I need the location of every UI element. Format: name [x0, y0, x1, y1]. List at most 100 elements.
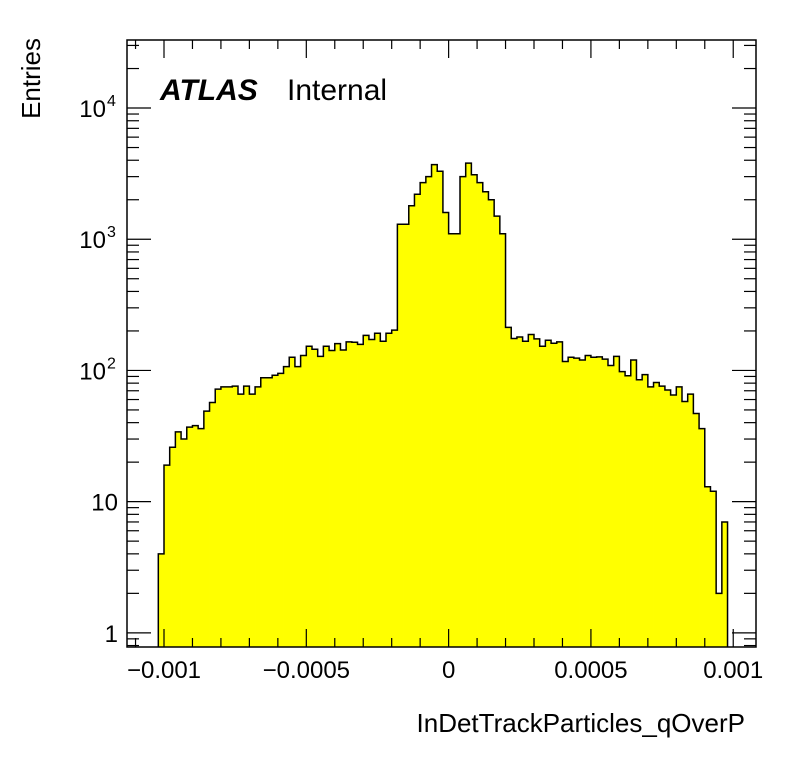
histogram-bar: [528, 334, 535, 647]
y-tick-label: 10: [79, 96, 106, 123]
atlas-label: ATLAS: [159, 74, 258, 107]
histogram-bar: [448, 233, 455, 648]
histogram-bar: [391, 330, 398, 647]
histogram-bar: [215, 389, 222, 647]
y-axis-ticks: [127, 44, 756, 647]
histogram-bar: [408, 205, 415, 648]
histogram-bar: [545, 340, 552, 647]
histogram-bar: [181, 439, 188, 647]
histogram-bar: [454, 233, 461, 648]
histogram-bar: [175, 431, 182, 647]
histogram-bar: [613, 356, 620, 647]
histogram-bar: [534, 338, 541, 647]
histogram-bar: [704, 486, 711, 647]
internal-label: Internal: [287, 74, 387, 107]
histogram-bar: [568, 357, 575, 647]
histogram-outline: [157, 162, 729, 647]
histogram-bar: [386, 333, 393, 647]
histogram-bar: [249, 394, 256, 647]
histogram-bar: [653, 382, 660, 647]
histogram-bar: [465, 163, 472, 647]
histogram-bar: [710, 491, 717, 647]
histogram-bar: [397, 224, 404, 647]
histogram-bar: [368, 339, 376, 647]
histogram-bar: [579, 360, 586, 647]
histogram-bar: [659, 386, 666, 647]
histogram-bar: [516, 336, 524, 647]
histogram-bar: [488, 199, 495, 648]
histogram-bar: [300, 355, 307, 647]
histogram-bar: [374, 333, 381, 647]
histogram-bar: [186, 427, 193, 647]
histogram-bar: [243, 386, 250, 647]
histogram-bar: [687, 394, 694, 647]
histogram-bar: [522, 341, 529, 647]
y-tick-label: 1: [105, 621, 118, 648]
histogram-bar: [590, 357, 598, 647]
histogram-bar: [380, 341, 387, 647]
histogram-bar: [682, 401, 689, 647]
histogram-bar: [556, 341, 563, 647]
histogram-bar: [272, 375, 279, 647]
y-tick-label-exponent: 2: [107, 355, 116, 372]
histogram-bar: [294, 366, 302, 647]
histogram-bar: [460, 176, 467, 647]
y-tick-label: 10: [91, 490, 118, 517]
histogram-bar: [164, 465, 171, 647]
histogram-bar: [351, 342, 358, 647]
histogram-bar: [220, 386, 228, 647]
histogram-bar: [209, 402, 216, 647]
histogram-bar: [255, 386, 262, 647]
histogram-bar: [511, 338, 518, 647]
histogram-bar: [169, 447, 176, 647]
histogram-bar: [642, 374, 649, 647]
histogram-bar: [494, 216, 501, 647]
y-tick-label-exponent: 3: [107, 224, 116, 241]
x-tick-label: −0.001: [127, 657, 201, 684]
histogram-bar: [625, 375, 632, 647]
histogram-bar: [232, 386, 239, 647]
histogram-bar: [562, 361, 569, 647]
histogram-bar: [670, 394, 677, 647]
histogram-bar: [312, 349, 319, 647]
y-tick-label: 10: [79, 358, 106, 385]
plot-frame: [126, 39, 757, 648]
histogram-bar: [431, 164, 438, 647]
histogram-bar: [585, 355, 592, 647]
histogram-bar: [346, 341, 353, 647]
histogram-bar: [716, 593, 723, 647]
histogram-bar: [539, 346, 546, 647]
histogram-bar: [596, 356, 603, 647]
histogram-bar: [647, 386, 654, 647]
histogram-bar: [283, 366, 290, 647]
histogram-bar: [289, 357, 296, 647]
histogram-bar: [357, 344, 364, 647]
histogram-bar: [340, 350, 347, 647]
histogram-bar: [425, 176, 432, 647]
histogram-bar: [676, 386, 683, 647]
x-axis-title: InDetTrackParticles_qOverP: [417, 708, 745, 738]
histogram-bar: [664, 389, 672, 647]
histogram-bar: [477, 182, 484, 647]
histogram-bar: [260, 377, 267, 647]
histogram-bar: [363, 335, 370, 647]
histogram-bar: [551, 343, 558, 647]
histogram-bar: [198, 428, 205, 647]
histogram-bar: [323, 346, 330, 647]
histogram-bar: [329, 350, 336, 647]
y-axis-title: Entries: [16, 38, 46, 119]
histogram-bar: [420, 182, 427, 647]
x-tick-label: 0: [442, 657, 455, 684]
histogram-bar: [414, 194, 421, 647]
histogram-bar: [277, 373, 284, 647]
histogram-bar: [437, 171, 444, 647]
x-tick-label: 0.0005: [554, 657, 627, 684]
histogram-bar: [203, 411, 210, 647]
x-tick-label: 0.001: [703, 657, 763, 684]
histogram-bar: [505, 327, 512, 647]
y-tick-label-exponent: 4: [107, 93, 116, 110]
histogram-bar: [226, 386, 233, 647]
histogram-bar: [630, 360, 637, 647]
